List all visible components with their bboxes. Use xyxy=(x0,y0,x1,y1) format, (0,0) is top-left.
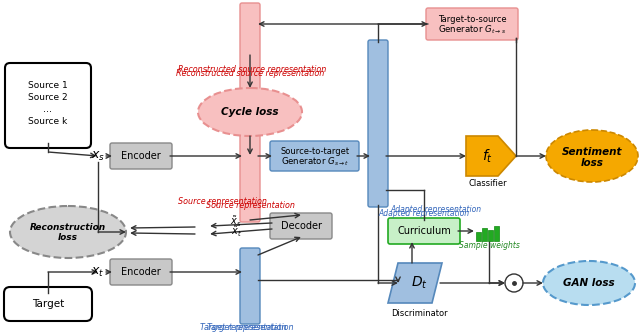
FancyBboxPatch shape xyxy=(110,259,172,285)
Text: Generator $G_{s\rightarrow t}$: Generator $G_{s\rightarrow t}$ xyxy=(281,156,349,168)
Polygon shape xyxy=(466,136,516,176)
Text: Adapted representation: Adapted representation xyxy=(390,205,481,214)
FancyBboxPatch shape xyxy=(110,143,172,169)
Text: loss: loss xyxy=(580,158,604,168)
Text: Source representation: Source representation xyxy=(178,198,267,206)
Polygon shape xyxy=(388,263,442,303)
Text: Source-to-target: Source-to-target xyxy=(280,147,349,156)
Bar xyxy=(488,230,493,241)
FancyBboxPatch shape xyxy=(270,213,332,239)
Text: Generator $G_{t\rightarrow s}$: Generator $G_{t\rightarrow s}$ xyxy=(438,24,506,36)
FancyBboxPatch shape xyxy=(270,141,359,171)
Ellipse shape xyxy=(546,130,638,182)
Text: Encoder: Encoder xyxy=(121,267,161,277)
Text: Cycle loss: Cycle loss xyxy=(221,107,279,117)
Text: Encoder: Encoder xyxy=(121,151,161,161)
Text: $\tilde{x}_s$: $\tilde{x}_s$ xyxy=(230,215,242,229)
Text: Sample weights: Sample weights xyxy=(459,242,520,251)
Circle shape xyxy=(505,274,523,292)
Text: $D_t$: $D_t$ xyxy=(411,275,428,291)
FancyBboxPatch shape xyxy=(368,40,388,207)
Bar xyxy=(482,228,486,241)
Text: Curriculum: Curriculum xyxy=(397,226,451,236)
Text: Decoder: Decoder xyxy=(280,221,321,231)
Text: Source k: Source k xyxy=(28,117,68,126)
Ellipse shape xyxy=(198,88,302,136)
FancyBboxPatch shape xyxy=(4,287,92,321)
Text: Adapted representation: Adapted representation xyxy=(378,209,469,218)
Text: Discriminator: Discriminator xyxy=(390,309,447,318)
Text: Reconstruction: Reconstruction xyxy=(30,223,106,232)
Ellipse shape xyxy=(10,206,126,258)
Text: Target: Target xyxy=(32,299,64,309)
Text: ...: ... xyxy=(44,104,52,114)
Bar xyxy=(476,232,481,241)
FancyBboxPatch shape xyxy=(5,63,91,148)
Text: Reconstructed source representation: Reconstructed source representation xyxy=(178,66,326,74)
FancyBboxPatch shape xyxy=(240,3,260,222)
Text: loss: loss xyxy=(58,233,78,243)
Text: Target representation: Target representation xyxy=(207,324,293,333)
Text: Target representation: Target representation xyxy=(200,324,287,333)
Bar xyxy=(494,226,499,241)
Text: Source representation: Source representation xyxy=(205,201,294,209)
Text: Target-to-source: Target-to-source xyxy=(438,15,506,24)
Text: Sentiment: Sentiment xyxy=(562,147,622,157)
Text: GAN loss: GAN loss xyxy=(563,278,615,288)
Text: Classifier: Classifier xyxy=(468,180,508,189)
Text: $x_s$: $x_s$ xyxy=(91,149,105,162)
Text: Source 2: Source 2 xyxy=(28,92,68,102)
FancyBboxPatch shape xyxy=(240,248,260,324)
Text: $\tilde{x}_t$: $\tilde{x}_t$ xyxy=(230,225,241,240)
Text: Source 1: Source 1 xyxy=(28,80,68,89)
FancyBboxPatch shape xyxy=(426,8,518,40)
Text: $f_t$: $f_t$ xyxy=(483,147,493,165)
FancyBboxPatch shape xyxy=(388,218,460,244)
Text: Reconstructed source representation: Reconstructed source representation xyxy=(176,69,324,78)
Ellipse shape xyxy=(543,261,635,305)
Text: $x_t$: $x_t$ xyxy=(92,265,105,278)
